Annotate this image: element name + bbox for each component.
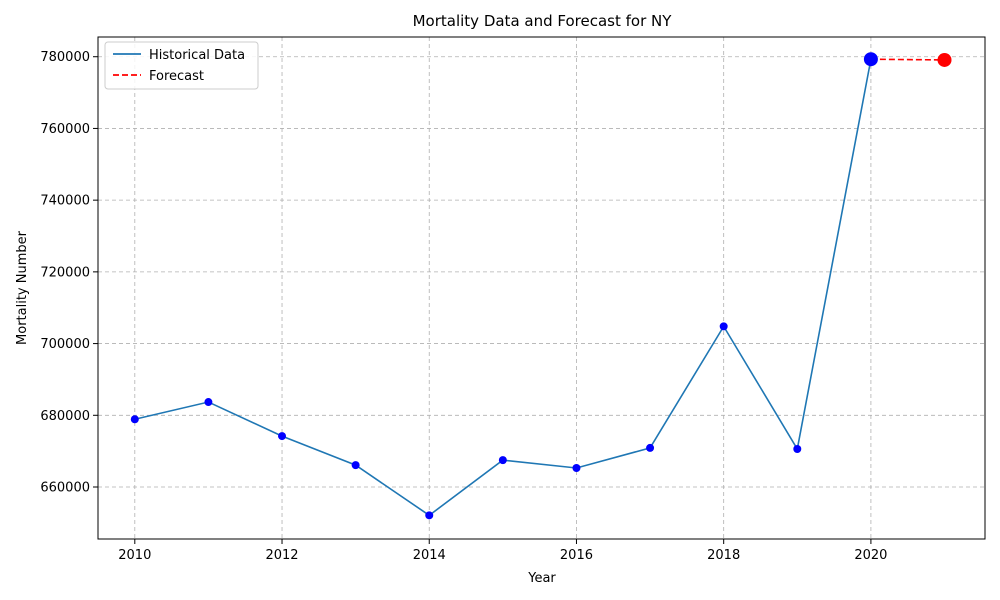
highlight-point (863, 52, 878, 67)
x-tick-label: 2016 (560, 548, 593, 563)
y-axis-label: Mortality Number (15, 230, 30, 345)
y-tick-label: 680000 (40, 409, 90, 424)
legend: Historical Data Forecast (104, 41, 259, 90)
historical-data-point (646, 443, 655, 452)
y-tick-label: 780000 (40, 50, 90, 65)
points-layer (130, 52, 952, 520)
x-axis-label: Year (527, 571, 556, 586)
forecast-series-line (870, 58, 945, 61)
historical-data-point (130, 415, 139, 424)
x-tick-label: 2014 (413, 548, 446, 563)
y-tick-label: 720000 (40, 265, 90, 280)
historical-data-point (351, 461, 360, 470)
series-layer (134, 58, 945, 517)
historical-series-line (134, 59, 872, 517)
historical-data-point (498, 456, 507, 465)
chart-title: Mortality Data and Forecast for NY (413, 12, 673, 30)
historical-data-point (278, 432, 287, 441)
y-tick-label: 660000 (40, 481, 90, 496)
legend-box (104, 41, 259, 90)
historical-data-point (425, 511, 434, 520)
y-axis-ticks: 660000 680000 700000 720000 740000 760000 7800… (40, 50, 98, 496)
plot-frame (97, 36, 986, 540)
legend-historical-label: Historical Data (149, 48, 245, 63)
historical-data-point (719, 322, 728, 331)
x-axis-ticks: 2010 2012 2014 2016 2018 2020 (118, 539, 887, 563)
x-tick-label: 2012 (265, 548, 298, 563)
x-tick-label: 2010 (118, 548, 151, 563)
x-tick-label: 2020 (854, 548, 887, 563)
x-tick-label: 2018 (707, 548, 740, 563)
legend-forecast-label: Forecast (149, 69, 204, 84)
y-tick-label: 740000 (40, 194, 90, 209)
historical-data-point (793, 444, 802, 453)
y-tick-label: 760000 (40, 122, 90, 137)
historical-data-point (204, 398, 213, 407)
y-tick-label: 700000 (40, 337, 90, 352)
highlight-point (937, 52, 952, 67)
historical-data-point (572, 464, 581, 473)
